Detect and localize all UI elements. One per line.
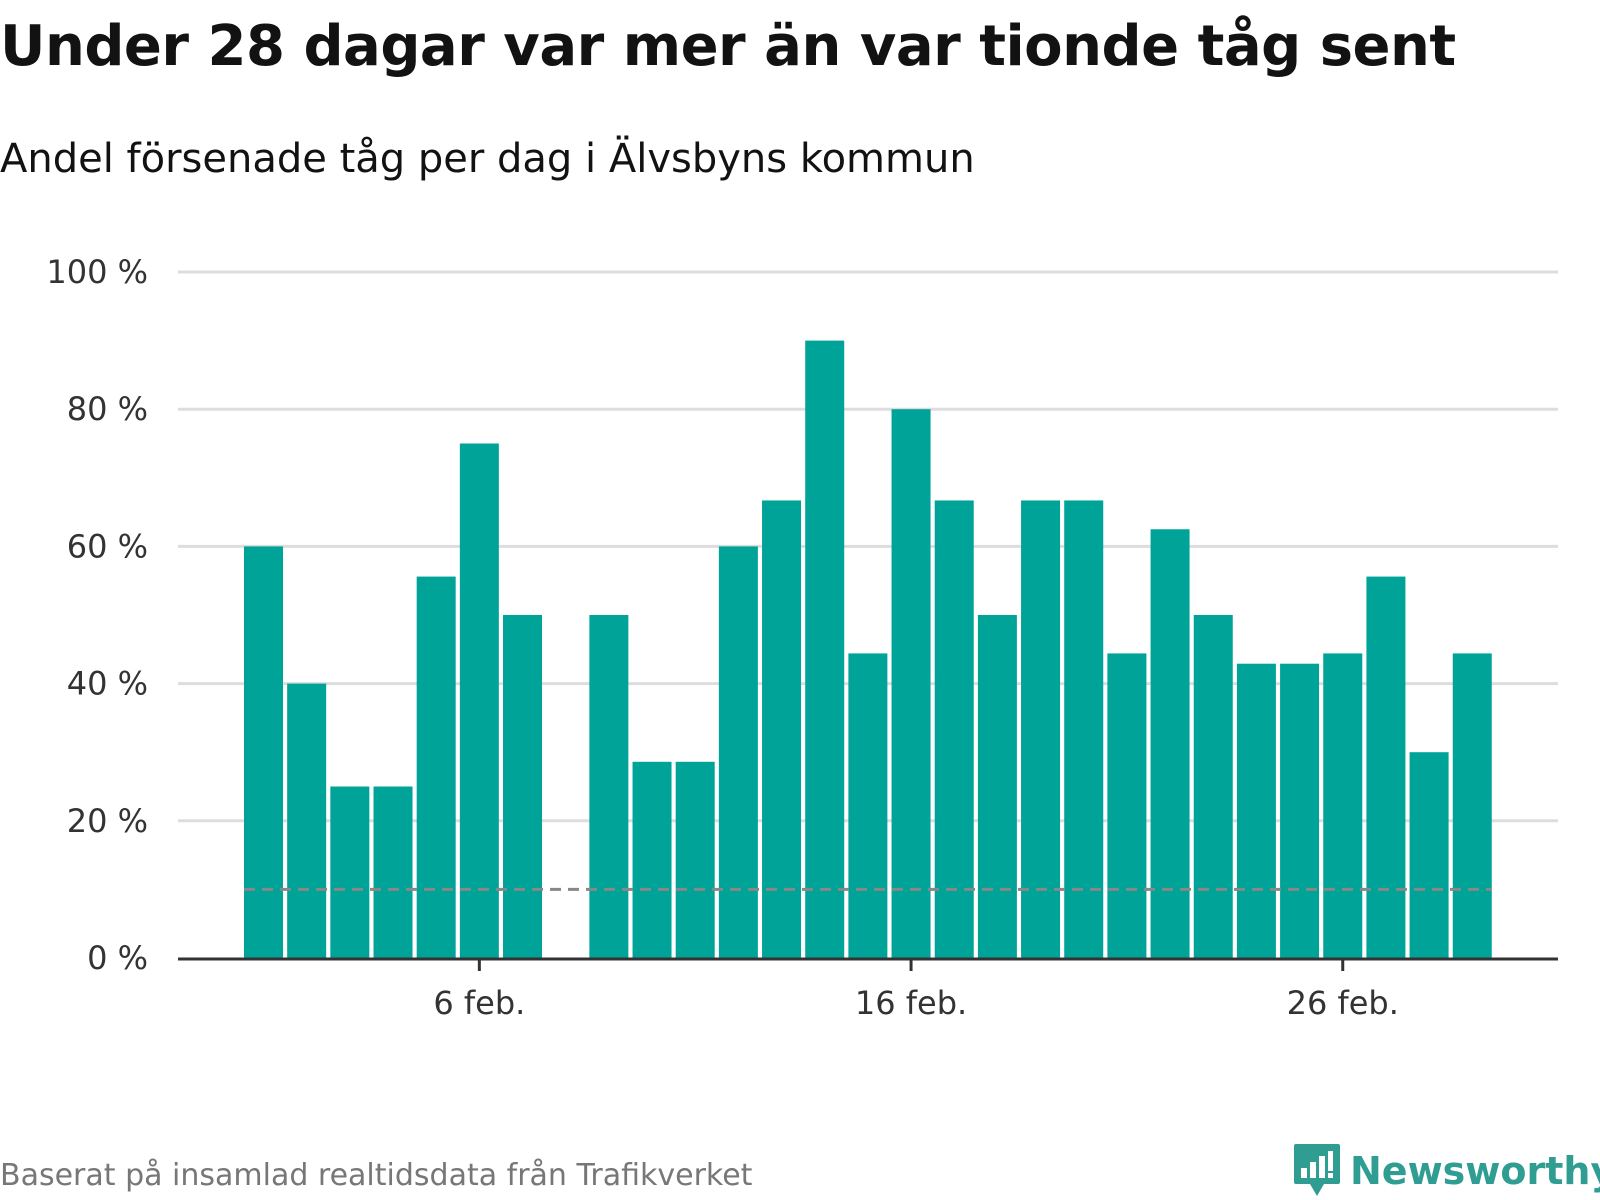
- bar: [1452, 653, 1492, 958]
- bar: [416, 576, 456, 958]
- x-tick-label: 16 feb.: [855, 984, 967, 1022]
- bar: [1409, 752, 1449, 958]
- bar: [459, 443, 499, 958]
- bar: [1193, 615, 1233, 958]
- x-tick-label: 26 feb.: [1287, 984, 1399, 1022]
- bars: [244, 340, 1492, 959]
- bar: [977, 615, 1017, 958]
- chart-subtitle: Andel försenade tåg per dag i Älvsbyns k…: [0, 136, 975, 182]
- y-tick-label: 60 %: [67, 527, 148, 565]
- bar: [1366, 576, 1406, 958]
- bar: [632, 761, 672, 958]
- y-axis-labels: 0 % 20 % 40 % 60 % 80 % 100 %: [46, 253, 148, 977]
- x-axis-labels: 6 feb. 16 feb. 26 feb.: [433, 984, 1399, 1022]
- bar: [805, 340, 845, 959]
- bar: [503, 615, 543, 958]
- y-tick-label: 0 %: [87, 939, 148, 977]
- bar: [244, 546, 283, 958]
- chart-bubble-icon: [1294, 1144, 1340, 1196]
- bar-chart: 0 % 20 % 40 % 60 % 80 % 100 % 6 feb. 16 feb. 26…: [46, 253, 1558, 1022]
- bar: [373, 786, 413, 958]
- bar: [848, 653, 888, 958]
- bar: [1236, 663, 1276, 958]
- y-tick-label: 40 %: [67, 665, 148, 703]
- brand-name: Newsworthy: [1350, 1149, 1600, 1193]
- bar: [330, 786, 370, 958]
- chart-title: Under 28 dagar var mer än var tionde tåg…: [0, 14, 1456, 79]
- brand-logo: Newsworthy: [1292, 1142, 1600, 1200]
- bar: [1064, 500, 1104, 958]
- y-tick-label: 80 %: [67, 390, 148, 428]
- bar: [1323, 653, 1363, 958]
- bar: [934, 500, 974, 958]
- x-axis: [178, 957, 1558, 971]
- bar: [1280, 663, 1320, 958]
- x-tick-label: 6 feb.: [433, 984, 525, 1022]
- bar: [762, 500, 802, 958]
- y-tick-label: 100 %: [46, 253, 148, 291]
- bar: [287, 683, 327, 958]
- bar: [1021, 500, 1061, 958]
- source-note: Baserat på insamlad realtidsdata från Tr…: [0, 1158, 753, 1193]
- bar: [1107, 653, 1147, 958]
- bar: [675, 761, 715, 958]
- bar: [891, 409, 931, 958]
- bar: [1150, 529, 1190, 958]
- y-tick-label: 20 %: [67, 802, 148, 840]
- bar: [589, 615, 629, 958]
- bar: [718, 546, 758, 958]
